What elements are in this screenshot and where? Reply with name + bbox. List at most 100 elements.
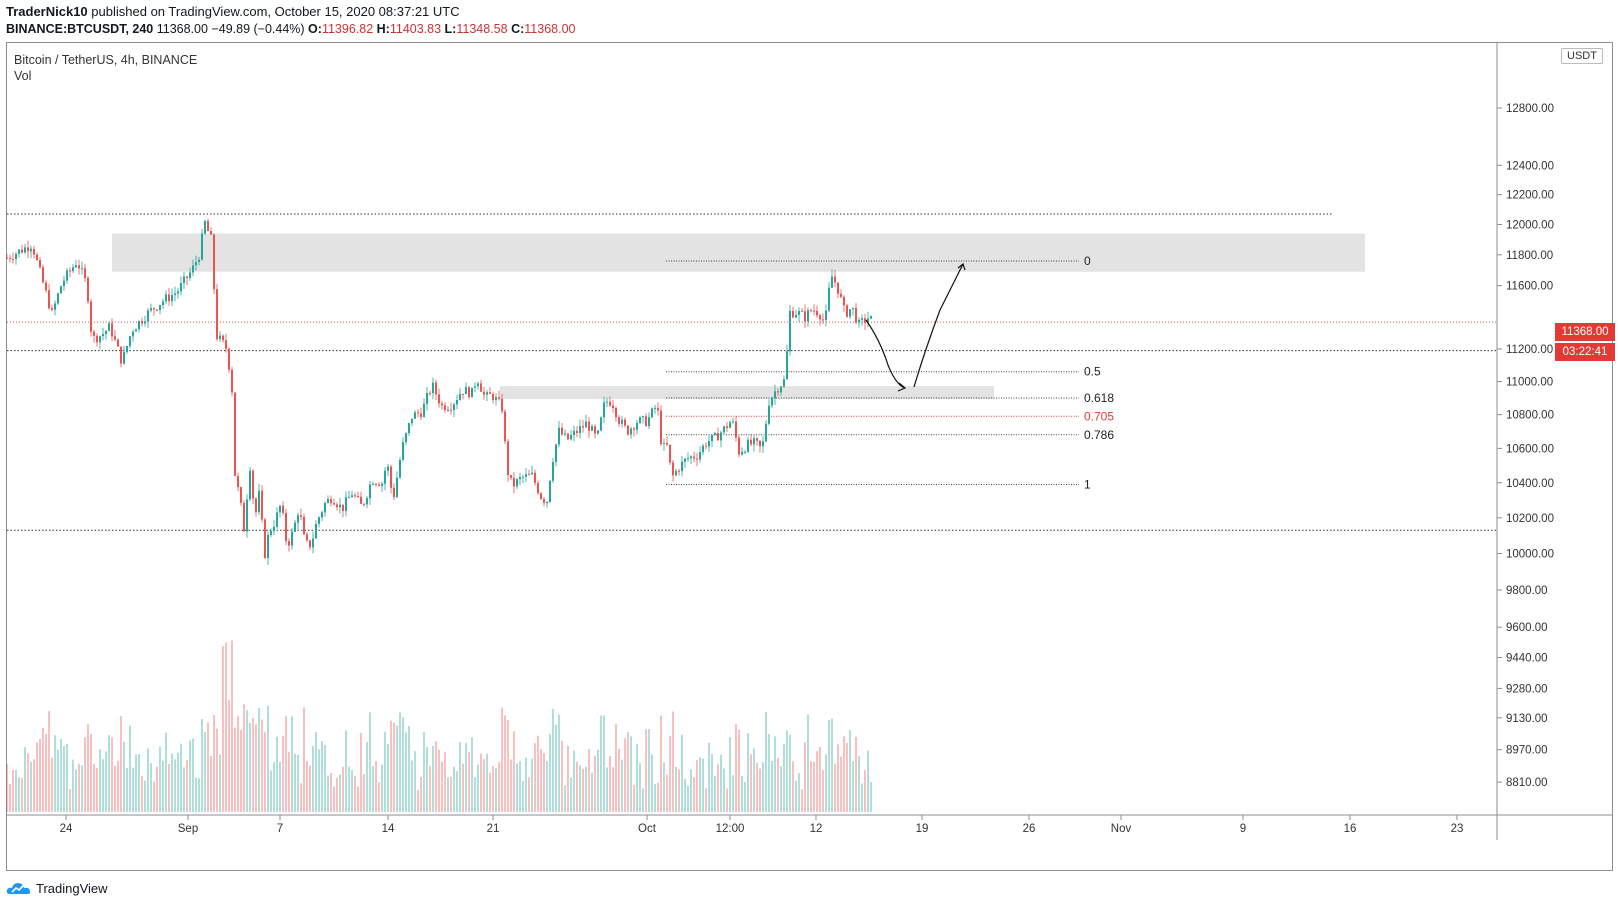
volume-bar	[345, 730, 347, 812]
candle-body	[399, 459, 401, 478]
volume-bar	[228, 699, 230, 812]
volume-bar	[324, 745, 326, 812]
volume-bar	[783, 743, 785, 812]
candle-body	[669, 444, 671, 463]
volume-bar	[351, 770, 353, 812]
volume-bar	[675, 766, 677, 812]
volume-bar	[45, 733, 47, 812]
volume-bar	[60, 738, 62, 812]
volume-bar	[339, 774, 341, 812]
candle-body	[111, 323, 113, 337]
volume-bar	[567, 745, 569, 812]
candle-body	[585, 421, 587, 428]
candle-body	[843, 296, 845, 306]
candle-body	[294, 522, 296, 532]
volume-bar	[357, 786, 359, 812]
candle-body	[276, 512, 278, 527]
candle-body	[738, 437, 740, 455]
candle-body	[81, 268, 83, 270]
candle-body	[120, 346, 122, 364]
candle-body	[465, 387, 467, 395]
volume-indicator-label[interactable]: Vol	[14, 69, 32, 83]
volume-bar	[81, 765, 83, 812]
x-tick-label: 16	[1344, 823, 1357, 835]
currency-button[interactable]: USDT	[1561, 48, 1603, 64]
candle-body	[249, 470, 251, 500]
candle-body	[486, 392, 488, 395]
volume-bar	[645, 729, 647, 812]
candle-body	[264, 519, 266, 559]
volume-bar	[762, 762, 764, 812]
volume-bar	[522, 780, 524, 812]
volume-bar	[651, 754, 653, 812]
volume-bar	[369, 712, 371, 812]
volume-bar	[201, 719, 203, 812]
volume-bar	[93, 764, 95, 812]
open-label: O:	[308, 22, 322, 36]
candle-body	[513, 477, 515, 487]
candle-body	[816, 310, 818, 316]
candle-body	[651, 408, 653, 418]
volume-bar	[603, 715, 605, 812]
author-name[interactable]: TraderNick10	[6, 4, 88, 19]
volume-bar	[315, 731, 317, 812]
series-title[interactable]: Bitcoin / TetherUS, 4h, BINANCE	[14, 53, 198, 67]
y-tick-label: 10200.00	[1506, 513, 1554, 525]
candle-body	[147, 310, 149, 322]
volume-bar	[42, 727, 44, 812]
candle-body	[807, 310, 809, 322]
candle-body	[840, 293, 842, 297]
candle-body	[240, 487, 242, 503]
volume-bar	[279, 761, 281, 812]
footer[interactable]: TradingView	[6, 880, 108, 896]
candle-body	[636, 422, 638, 430]
volume-bar	[837, 744, 839, 812]
volume-bar	[372, 766, 374, 812]
volume-bar	[9, 783, 11, 812]
volume-bar	[75, 769, 77, 812]
candle-body	[858, 319, 860, 323]
candle-body	[12, 259, 14, 261]
candle-body	[282, 505, 284, 513]
candle-body	[393, 487, 395, 498]
candle-body	[675, 470, 677, 476]
volume-bar	[348, 766, 350, 812]
candle-body	[822, 319, 824, 321]
candle-body	[426, 393, 428, 404]
volume-bar	[57, 749, 59, 812]
volume-bar	[135, 754, 137, 812]
candle-body	[519, 477, 521, 480]
candle-body	[693, 456, 695, 459]
volume-bar	[708, 742, 710, 812]
volume-bar	[576, 761, 578, 812]
volume-bar	[513, 731, 515, 812]
candle-body	[567, 433, 569, 440]
candle-body	[390, 466, 392, 488]
volume-bar	[744, 782, 746, 812]
volume-bar	[858, 756, 860, 812]
candle-body	[501, 398, 503, 412]
volume-bar	[561, 740, 563, 812]
volume-bar	[51, 757, 53, 812]
candle-body	[540, 493, 542, 499]
volume-bar	[306, 760, 308, 812]
candle-body	[261, 490, 263, 520]
volume-bar	[246, 710, 248, 812]
volume-bar	[684, 778, 686, 812]
candle-body	[213, 234, 215, 290]
volume-bar	[438, 749, 440, 812]
y-tick-label: 9800.00	[1506, 585, 1548, 597]
x-tick-label: 9	[1240, 823, 1246, 835]
candle-body	[864, 318, 866, 323]
volume-bar	[183, 767, 185, 812]
volume-bar	[318, 749, 320, 812]
candle-body	[87, 278, 89, 302]
volume-bar	[423, 731, 425, 812]
volume-bar	[159, 746, 161, 812]
candle-body	[609, 401, 611, 406]
candle-body	[183, 276, 185, 283]
volume-bar	[630, 736, 632, 812]
candle-body	[42, 267, 44, 283]
chart-pane[interactable]	[6, 42, 1613, 871]
